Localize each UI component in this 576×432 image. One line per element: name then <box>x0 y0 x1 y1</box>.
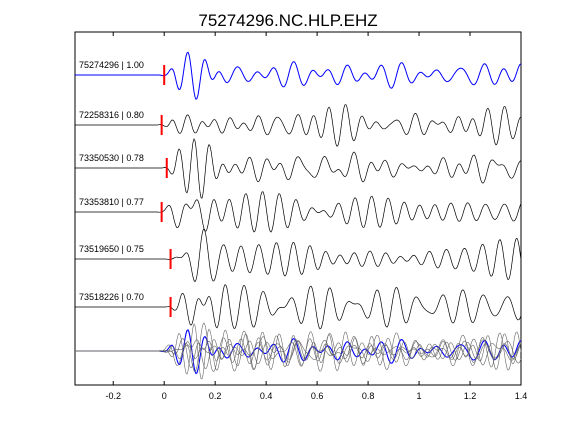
trace-label-1: 72258316 | 0.80 <box>79 110 144 120</box>
trace-line-2 <box>75 138 522 199</box>
trace-label-2: 73350530 | 0.78 <box>79 153 144 163</box>
x-axis: -0.2 0 0.2 0.4 0.6 0.8 1 1.2 1.4 <box>105 32 527 401</box>
trace-line-1 <box>75 104 522 147</box>
x-tick-label: 0.2 <box>209 391 222 401</box>
plot-frame <box>74 31 522 386</box>
stacked-overlay <box>75 322 522 380</box>
stack-line-5 <box>75 329 522 372</box>
trace-label-5: 73518226 | 0.70 <box>79 292 144 302</box>
trace-line-4 <box>75 228 522 283</box>
x-tick-label: -0.2 <box>105 391 121 401</box>
trace-line-3 <box>75 191 522 233</box>
trace-line-5 <box>75 284 522 330</box>
trace-label-4: 73519650 | 0.75 <box>79 244 144 254</box>
x-tick-label: 0 <box>162 391 167 401</box>
x-tick-label: 0.4 <box>260 391 273 401</box>
x-tick-label: 0.6 <box>311 391 324 401</box>
x-tick-label: 1.2 <box>464 391 477 401</box>
trace-label-3: 73353810 | 0.77 <box>79 197 144 207</box>
pick-markers <box>160 65 172 317</box>
trace-labels: 75274296 | 1.00 72258316 | 0.80 73350530 |… <box>79 60 144 302</box>
trace-label-0: 75274296 | 1.00 <box>79 60 144 70</box>
x-tick-label: 1.4 <box>515 391 528 401</box>
x-tick-label: 0.8 <box>362 391 375 401</box>
trace-layer <box>75 51 522 330</box>
trace-line-0 <box>75 51 522 100</box>
x-tick-label: 1 <box>417 391 422 401</box>
chart-title: 75274296.NC.HLP.EHZ <box>198 11 377 30</box>
